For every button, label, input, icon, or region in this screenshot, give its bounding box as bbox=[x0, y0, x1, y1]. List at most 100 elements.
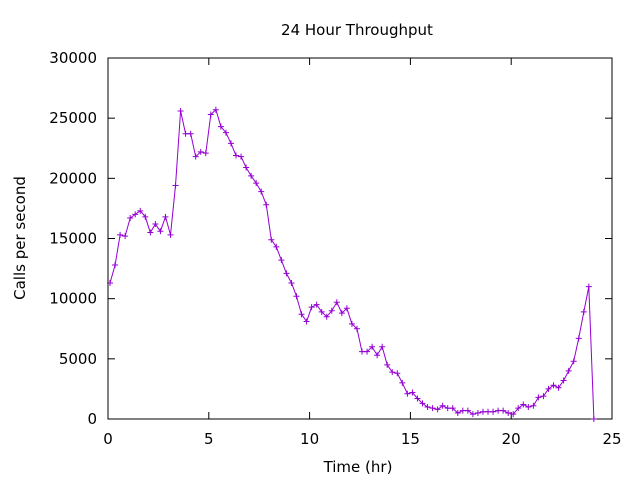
data-point bbox=[182, 130, 189, 137]
series-group bbox=[107, 106, 597, 422]
data-point bbox=[449, 405, 456, 412]
data-point bbox=[374, 352, 381, 359]
data-point bbox=[303, 318, 310, 325]
data-point bbox=[147, 229, 154, 236]
data-point bbox=[510, 411, 517, 418]
data-point bbox=[107, 280, 114, 287]
data-point bbox=[364, 348, 371, 355]
data-point bbox=[187, 130, 194, 137]
data-point bbox=[414, 395, 421, 402]
data-point bbox=[359, 348, 366, 355]
data-point bbox=[560, 377, 567, 384]
data-point bbox=[212, 106, 219, 113]
data-point bbox=[505, 409, 512, 416]
y-tick-label: 5000 bbox=[59, 350, 97, 368]
data-point bbox=[233, 152, 240, 159]
data-point bbox=[122, 233, 129, 240]
data-point bbox=[222, 129, 229, 136]
data-point bbox=[585, 283, 592, 290]
data-point bbox=[258, 188, 265, 195]
data-point bbox=[570, 358, 577, 365]
data-point bbox=[444, 405, 451, 412]
data-point bbox=[177, 107, 184, 114]
y-tick-label: 30000 bbox=[49, 49, 97, 67]
data-point bbox=[157, 228, 164, 235]
data-point bbox=[379, 343, 386, 350]
data-point bbox=[278, 257, 285, 264]
data-point bbox=[429, 405, 436, 412]
x-tick-label: 5 bbox=[204, 430, 214, 448]
data-point bbox=[590, 416, 597, 422]
x-tick-label: 15 bbox=[401, 430, 420, 448]
x-tick-label: 25 bbox=[602, 430, 621, 448]
data-point bbox=[202, 150, 209, 157]
data-point bbox=[474, 409, 481, 416]
data-point bbox=[399, 379, 406, 386]
data-point bbox=[555, 384, 562, 391]
x-tick-label: 20 bbox=[502, 430, 521, 448]
data-point bbox=[293, 293, 300, 300]
data-point bbox=[172, 182, 179, 189]
data-point bbox=[243, 164, 250, 171]
data-point bbox=[454, 409, 461, 416]
data-point bbox=[167, 231, 174, 238]
data-point bbox=[384, 361, 391, 368]
x-tick-label: 0 bbox=[103, 430, 113, 448]
x-tick-label: 10 bbox=[300, 430, 319, 448]
data-point bbox=[288, 280, 295, 287]
data-point bbox=[389, 369, 396, 376]
data-point bbox=[152, 221, 159, 228]
y-tick-label: 10000 bbox=[49, 290, 97, 308]
data-point bbox=[142, 213, 149, 220]
data-point bbox=[263, 201, 270, 208]
y-tick-label: 15000 bbox=[49, 230, 97, 248]
data-point bbox=[353, 325, 360, 332]
data-point bbox=[525, 403, 532, 410]
data-point bbox=[197, 148, 204, 155]
data-point bbox=[238, 153, 245, 160]
data-point bbox=[338, 310, 345, 317]
data-point bbox=[132, 211, 139, 218]
data-point bbox=[409, 389, 416, 396]
data-point bbox=[575, 335, 582, 342]
data-point bbox=[485, 408, 492, 415]
data-point bbox=[298, 311, 305, 318]
data-point bbox=[323, 313, 330, 320]
data-point bbox=[459, 407, 466, 414]
data-point bbox=[137, 207, 144, 214]
data-point bbox=[500, 407, 507, 414]
data-point bbox=[490, 408, 497, 415]
data-point bbox=[530, 402, 537, 409]
data-point bbox=[207, 111, 214, 118]
data-point bbox=[268, 236, 275, 243]
y-tick-label: 0 bbox=[87, 410, 97, 428]
data-point bbox=[308, 304, 315, 311]
y-tick-label: 20000 bbox=[49, 169, 97, 187]
data-point bbox=[424, 403, 431, 410]
data-point bbox=[283, 270, 290, 277]
data-point bbox=[313, 301, 320, 308]
data-point bbox=[394, 370, 401, 377]
data-point bbox=[439, 402, 446, 409]
data-point bbox=[495, 407, 502, 414]
data-point bbox=[535, 394, 542, 401]
data-point bbox=[348, 320, 355, 327]
data-point bbox=[550, 382, 557, 389]
data-point bbox=[328, 307, 335, 314]
data-point bbox=[248, 172, 255, 179]
data-point bbox=[580, 308, 587, 315]
data-point bbox=[333, 299, 340, 306]
data-point bbox=[434, 406, 441, 413]
data-point bbox=[162, 213, 169, 220]
data-point bbox=[273, 243, 280, 250]
data-point bbox=[227, 140, 234, 147]
data-point bbox=[520, 401, 527, 408]
x-axis-label: Time (hr) bbox=[323, 458, 393, 476]
data-point bbox=[192, 153, 199, 160]
data-point bbox=[369, 343, 376, 350]
data-point bbox=[127, 215, 134, 222]
data-point bbox=[343, 305, 350, 312]
